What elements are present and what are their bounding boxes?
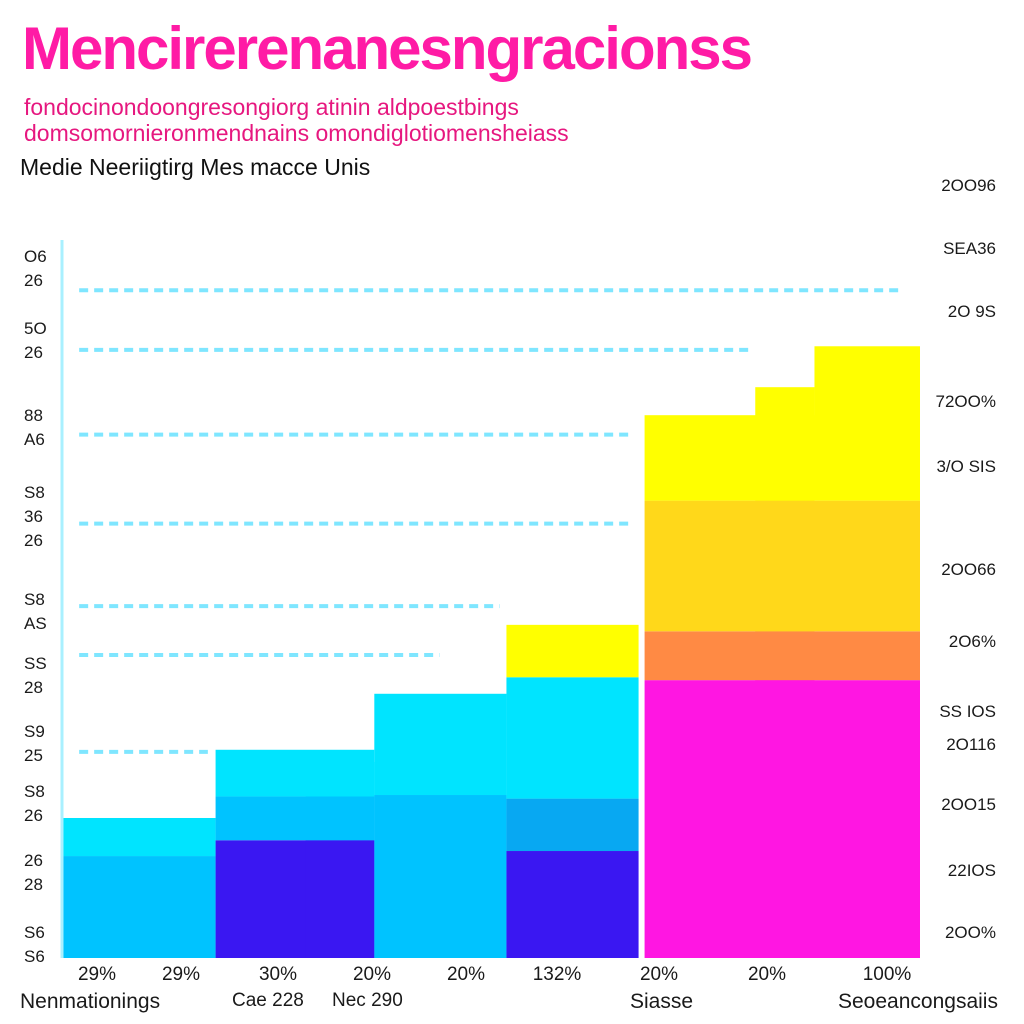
x-tick-label-7: 20% (640, 964, 678, 985)
x-tick-label-1: 29% (78, 964, 116, 985)
bar-7-segment-3 (755, 500, 815, 632)
right-tick-label-1: 2OO96 (941, 176, 996, 195)
left-tick-label-2: 5O 26 (24, 319, 47, 362)
right-tick-labels: 2OO96 SEA36 2O 9S 72OO% 3/O SIS 2OO66 2O6% SS I… (936, 176, 996, 942)
x-tick-label-2: 29% (162, 964, 200, 985)
bar-1-segment-2 (62, 817, 216, 857)
unit-label: Medie Neeriigtirg Mes macce Unis (20, 154, 371, 180)
x-tick-label-6: 132% (533, 964, 582, 985)
bar-5-segment-4 (506, 624, 639, 678)
right-tick-label-12: 2OO% (945, 923, 996, 942)
bar-8-segment-2 (814, 631, 920, 681)
left-tick-label-9: 26 28 (24, 851, 43, 894)
bar-3-segment-3 (305, 761, 375, 797)
bar-3-segment-1 (305, 840, 375, 958)
chart-title: Mencirerenanesngracionss (22, 15, 753, 82)
right-tick-label-3: 2O 9S (948, 302, 996, 321)
bar-5-segment-2 (506, 798, 639, 852)
bar-3-segment-2 (305, 796, 375, 841)
bar-7-segment-4 (755, 387, 815, 501)
right-tick-label-6: 2OO66 (941, 560, 996, 579)
bar-8-segment-1 (814, 680, 920, 958)
left-tick-labels: O6 26 5O 26 88 A6 S8 36 26 S8 AS SS 28 S9 25 S8 26 26 28 S6… (24, 247, 47, 966)
x-tick-label-8: 20% (748, 964, 786, 985)
subtitle-line-1: fondocinondoongresongiorg atinin aldpoes… (24, 94, 519, 120)
left-tick-label-8: S8 26 (24, 782, 45, 825)
left-tick-label-6: SS 28 (24, 654, 47, 697)
right-tick-label-8: SS IOS (939, 702, 996, 721)
bars (62, 346, 920, 958)
right-tick-label-9: 2O116 (946, 735, 996, 754)
footer-label-left: Nenmationings (20, 990, 161, 1013)
bar-1-segment-1 (62, 856, 216, 958)
x-tick-label-5: 20% (447, 964, 485, 985)
gridlines (79, 288, 903, 754)
right-tick-label-10: 2OO15 (941, 795, 996, 814)
bar-8-segment-4 (814, 346, 920, 501)
x-tick-label-4: 20% (353, 964, 391, 985)
right-tick-label-2: SEA36 (943, 239, 996, 258)
bar-4-segment-1 (374, 795, 507, 958)
right-tick-label-4: 72OO% (936, 392, 996, 411)
bar-7-segment-1 (755, 680, 815, 958)
footer-label-center-left: Cae 228 (232, 990, 304, 1011)
footer-label-center: Nec 290 (332, 990, 403, 1011)
footer-label-right: Seoeancongsaiis (838, 990, 998, 1013)
bar-7-segment-2 (755, 631, 815, 681)
right-tick-label-11: 22IOS (948, 861, 996, 880)
x-tick-labels: 29% 29% 30% 20% 20% 132% 20% 20% 100% (78, 964, 911, 985)
left-tick-label-7: S9 25 (24, 722, 45, 765)
left-tick-label-3: 88 A6 (24, 406, 45, 449)
left-tick-label-1: O6 26 (24, 247, 47, 290)
bar-5-segment-3 (506, 677, 639, 799)
x-tick-label-9: 100% (863, 964, 912, 985)
left-tick-label-5: S8 AS (24, 590, 47, 633)
footer-label-center-right: Siasse (630, 990, 694, 1013)
bar-8-segment-3 (814, 500, 920, 632)
bar-4-segment-2 (374, 693, 507, 796)
left-tick-label-10: S6 S6 (24, 923, 45, 966)
left-tick-label-4: S8 36 26 (24, 483, 45, 550)
chart-subtitle: fondocinondoongresongiorg atinin aldpoes… (24, 94, 569, 146)
right-tick-label-5: 3/O SIS (936, 457, 996, 476)
right-tick-label-7: 2O6% (949, 632, 996, 651)
x-tick-label-3: 30% (259, 964, 297, 985)
subtitle-line-2: domsomornieronmendnains omondiglotiomens… (24, 120, 569, 146)
bar-5-segment-1 (506, 851, 639, 958)
